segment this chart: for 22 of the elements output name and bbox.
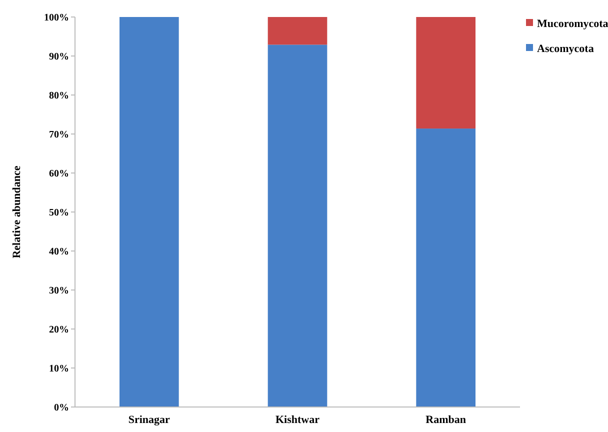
legend-label: Ascomycota bbox=[537, 42, 594, 55]
y-tick-label: 100% bbox=[44, 12, 69, 24]
bar bbox=[268, 17, 328, 45]
bar bbox=[416, 17, 476, 129]
bar bbox=[268, 44, 328, 407]
y-tick-label: 60% bbox=[49, 168, 69, 180]
y-tick-label: 20% bbox=[49, 324, 69, 336]
bar bbox=[120, 17, 179, 407]
legend-label: Mucoromycota bbox=[537, 18, 608, 30]
y-tick-label: 0% bbox=[54, 402, 69, 414]
y-tick-label: 30% bbox=[49, 286, 69, 296]
y-tick-label: 80% bbox=[49, 90, 69, 102]
x-tick-label: Ramban bbox=[426, 414, 466, 426]
y-tick-label: 70% bbox=[49, 130, 69, 140]
y-tick-label: 50% bbox=[49, 208, 69, 218]
y-tick-label: 90% bbox=[49, 52, 69, 62]
y-tick-label: 10% bbox=[49, 364, 69, 374]
y-axis-title: Relative abundance bbox=[11, 166, 23, 258]
x-tick-label: Srinagar bbox=[128, 414, 170, 426]
y-tick-label: 40% bbox=[49, 246, 69, 258]
bar bbox=[416, 128, 476, 407]
x-tick-label: Kishtwar bbox=[276, 414, 320, 426]
